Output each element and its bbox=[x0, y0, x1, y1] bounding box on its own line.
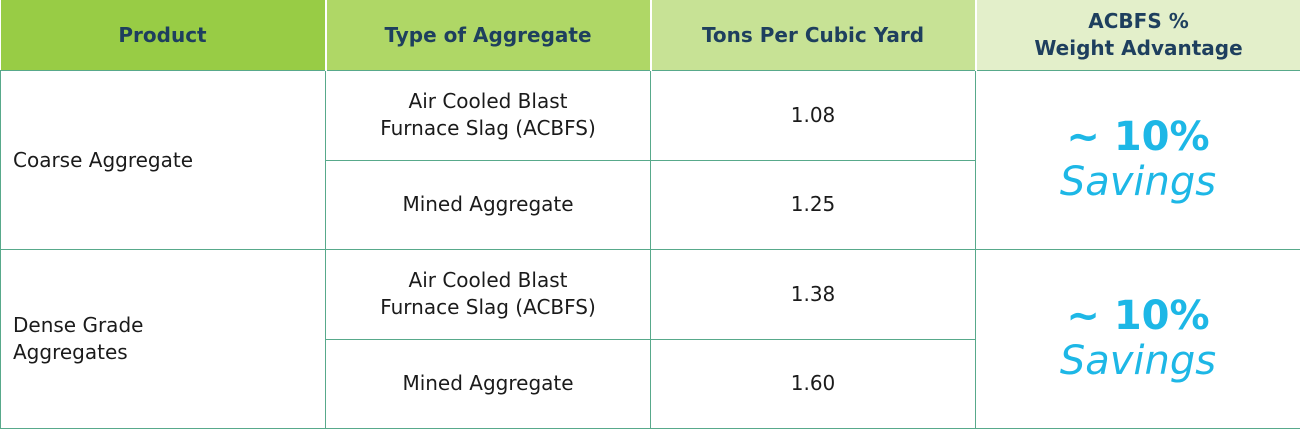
tons-cell: 1.08 bbox=[650, 70, 976, 161]
advantage-cell: ~ 10% Savings bbox=[975, 249, 1300, 429]
type-cell: Mined Aggregate bbox=[325, 338, 651, 429]
table-row: Dense Grade Aggregates Air Cooled Blast F… bbox=[0, 249, 1300, 429]
type-cell: Air Cooled Blast Furnace Slag (ACBFS) bbox=[325, 249, 651, 340]
type-cell: Mined Aggregate bbox=[325, 159, 651, 250]
advantage-cell: ~ 10% Savings bbox=[975, 70, 1300, 250]
table-row: Mined Aggregate 1.60 bbox=[1, 338, 1300, 429]
header-cell: ACBFS % Weight Advantage bbox=[975, 0, 1300, 71]
type-cell: Air Cooled Blast Furnace Slag (ACBFS) bbox=[325, 70, 651, 161]
table-row: Coarse Aggregate Air Cooled Blast Furnace… bbox=[0, 70, 1300, 250]
product-cell: Dense Grade Aggregates bbox=[0, 249, 326, 429]
header-cell: Tons Per Cubic Yard bbox=[650, 0, 977, 71]
advantage-amount: ~ 10% bbox=[1066, 293, 1210, 339]
advantage-label: Savings bbox=[1059, 159, 1217, 205]
tons-cell: 1.25 bbox=[650, 159, 976, 250]
table-body: Coarse Aggregate Air Cooled Blast Furnace… bbox=[0, 70, 1300, 429]
header-row: Product Type of Aggregate Tons Per Cubic… bbox=[0, 0, 1300, 71]
header-cell: Type of Aggregate bbox=[325, 0, 652, 71]
tons-cell: 1.60 bbox=[650, 338, 976, 429]
advantage-label: Savings bbox=[1059, 338, 1217, 384]
product-cell: Coarse Aggregate bbox=[0, 70, 326, 250]
advantage-amount: ~ 10% bbox=[1066, 114, 1210, 160]
tons-cell: 1.38 bbox=[650, 249, 976, 340]
header-cell: Product bbox=[0, 0, 327, 71]
